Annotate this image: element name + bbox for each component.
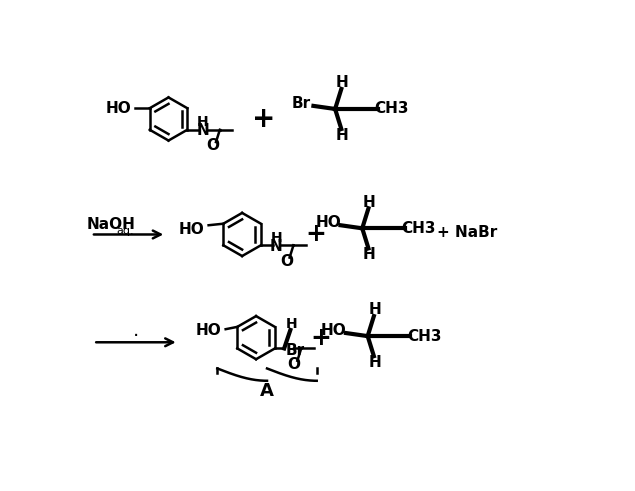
Text: NaOH: NaOH xyxy=(87,217,136,232)
Text: +: + xyxy=(311,327,331,351)
Text: H: H xyxy=(336,128,349,143)
Text: A: A xyxy=(260,382,274,400)
Text: HO: HO xyxy=(195,323,221,338)
Text: O: O xyxy=(280,254,293,269)
Text: CH3: CH3 xyxy=(407,328,441,344)
Text: O: O xyxy=(206,138,219,153)
Text: N: N xyxy=(270,239,283,253)
Text: +: + xyxy=(305,222,326,246)
Text: H: H xyxy=(271,231,282,245)
Text: HO: HO xyxy=(105,101,131,116)
Text: HO: HO xyxy=(178,222,204,237)
Text: N: N xyxy=(196,123,209,138)
Text: H: H xyxy=(363,247,375,262)
Text: +: + xyxy=(252,105,276,133)
Text: HO: HO xyxy=(321,323,347,338)
Text: Br: Br xyxy=(286,343,305,358)
Text: + NaBr: + NaBr xyxy=(438,225,498,241)
Text: O: O xyxy=(288,357,301,372)
Text: CH3: CH3 xyxy=(401,221,436,236)
Text: H: H xyxy=(368,355,381,370)
Text: H: H xyxy=(285,317,297,331)
Text: H: H xyxy=(368,302,381,318)
Text: H: H xyxy=(336,75,349,90)
Text: H: H xyxy=(197,115,209,129)
Text: H: H xyxy=(363,194,375,210)
Text: HO: HO xyxy=(315,216,341,230)
Text: aq.: aq. xyxy=(117,226,134,236)
Text: ·: · xyxy=(133,327,139,346)
Text: CH3: CH3 xyxy=(375,102,409,116)
Text: Br: Br xyxy=(291,96,311,111)
